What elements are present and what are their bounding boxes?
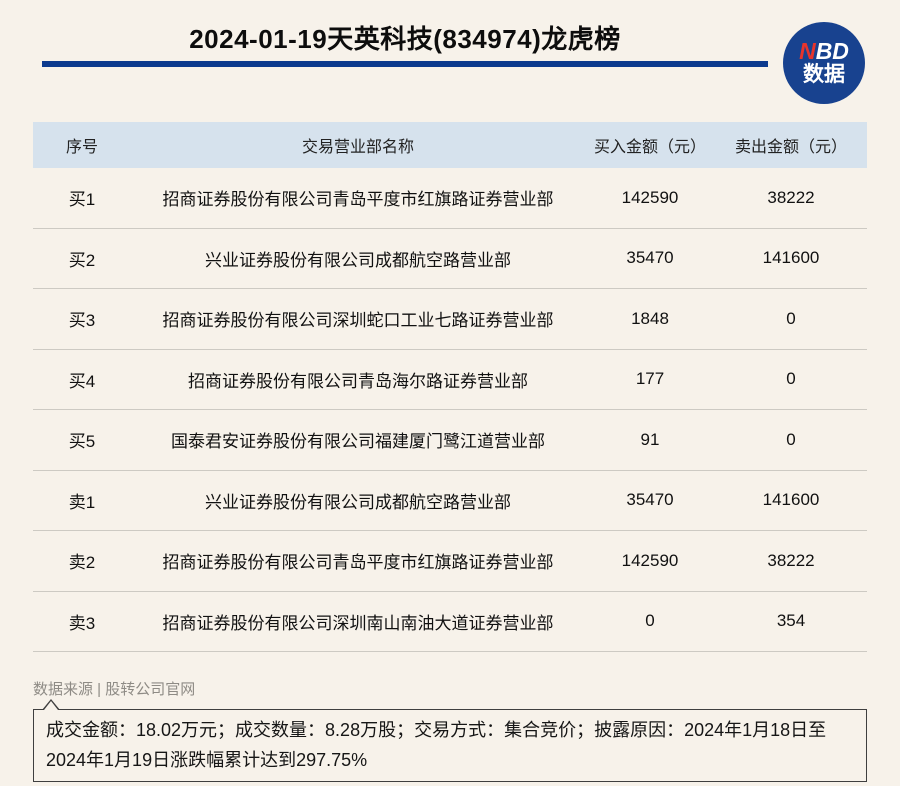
page-title: 2024-01-19天英科技(834974)龙虎榜	[189, 24, 621, 54]
title-wrap: 2024-01-19天英科技(834974)龙虎榜	[42, 22, 768, 56]
rank-cell: 卖2	[68, 553, 96, 573]
sell-amount-cell: 0	[786, 429, 796, 449]
nbd-logo-subtitle: 数据	[803, 63, 845, 86]
buy-amount-cell: 35470	[626, 490, 674, 510]
column-header-broker-name: 交易营业部名称	[301, 139, 414, 156]
table-header-row: 序号 交易营业部名称 买入金额（元） 卖出金额（元）	[33, 122, 867, 168]
rank-cell: 买3	[68, 311, 96, 331]
buy-amount-cell: 1848	[631, 308, 669, 328]
broker-name-cell: 招商证券股份有限公司青岛海尔路证券营业部	[188, 371, 528, 391]
sell-amount-cell: 0	[786, 369, 796, 389]
card-header: 2024-01-19天英科技(834974)龙虎榜 NBD 数据	[0, 0, 900, 104]
rank-cell: 卖3	[68, 613, 96, 633]
table-row: 卖2 招商证券股份有限公司青岛平度市红旗路证券营业部 142590 38222	[33, 531, 867, 592]
buy-amount-cell: 142590	[621, 187, 679, 207]
broker-name-cell: 国泰君安证券股份有限公司福建厦门鹭江道营业部	[171, 432, 545, 452]
summary-note-text: 成交金额：18.02万元；成交数量：8.28万股；交易方式：集合竞价；披露原因：…	[46, 720, 827, 770]
broker-name-cell: 兴业证券股份有限公司成都航空路营业部	[205, 250, 511, 270]
sell-amount-cell: 38222	[767, 550, 815, 570]
nbd-logo: NBD 数据	[783, 22, 865, 104]
sell-amount-cell: 0	[786, 308, 796, 328]
table-row: 买3 招商证券股份有限公司深圳蛇口工业七路证券营业部 1848 0	[33, 289, 867, 350]
table-body: 买1 招商证券股份有限公司青岛平度市红旗路证券营业部 142590 38222 …	[33, 168, 867, 652]
table-row: 买2 兴业证券股份有限公司成都航空路营业部 35470 141600	[33, 228, 867, 289]
table-row: 买1 招商证券股份有限公司青岛平度市红旗路证券营业部 142590 38222	[33, 168, 867, 229]
sell-amount-cell: 38222	[767, 187, 815, 207]
column-header-sell-amount: 卖出金额（元）	[734, 139, 847, 156]
buy-amount-cell: 91	[640, 429, 660, 449]
rank-cell: 买4	[68, 371, 96, 391]
table-row: 买4 招商证券股份有限公司青岛海尔路证券营业部 177 0	[33, 349, 867, 410]
nbd-logo-n: N	[799, 38, 816, 64]
rank-cell: 买2	[68, 250, 96, 270]
nbd-logo-bd: BD	[815, 38, 849, 64]
nbd-logo-text: NBD	[799, 39, 849, 63]
buy-amount-cell: 177	[635, 369, 665, 389]
sell-amount-cell: 141600	[762, 490, 820, 510]
buy-amount-cell: 142590	[621, 550, 679, 570]
sell-amount-cell: 141600	[762, 248, 820, 268]
sell-amount-cell: 354	[776, 611, 806, 631]
broker-name-cell: 招商证券股份有限公司青岛平度市红旗路证券营业部	[162, 190, 554, 210]
rank-cell: 卖1	[68, 492, 96, 512]
broker-name-cell: 招商证券股份有限公司青岛平度市红旗路证券营业部	[162, 553, 554, 573]
buy-amount-cell: 35470	[626, 248, 674, 268]
table-row: 卖1 兴业证券股份有限公司成都航空路营业部 35470 141600	[33, 470, 867, 531]
rank-cell: 买5	[68, 432, 96, 452]
buy-amount-cell: 0	[645, 611, 655, 631]
broker-name-cell: 招商证券股份有限公司深圳南山南油大道证券营业部	[162, 613, 554, 633]
trade-table: 序号 交易营业部名称 买入金额（元） 卖出金额（元） 买1 招商证券股份有限公司…	[33, 122, 867, 652]
rank-cell: 买1	[68, 190, 96, 210]
data-source-label: 数据来源 | 股转公司官网	[33, 681, 196, 698]
column-header-buy-amount: 买入金额（元）	[593, 139, 706, 156]
table-row: 买5 国泰君安证券股份有限公司福建厦门鹭江道营业部 91 0	[33, 410, 867, 471]
table-row: 卖3 招商证券股份有限公司深圳南山南油大道证券营业部 0 354	[33, 591, 867, 652]
title-underline	[42, 61, 768, 67]
summary-note-box: 成交金额：18.02万元；成交数量：8.28万股；交易方式：集合竞价；披露原因：…	[33, 699, 867, 782]
column-header-rank: 序号	[65, 139, 98, 156]
broker-name-cell: 兴业证券股份有限公司成都航空路营业部	[205, 492, 511, 512]
broker-name-cell: 招商证券股份有限公司深圳蛇口工业七路证券营业部	[162, 311, 554, 331]
